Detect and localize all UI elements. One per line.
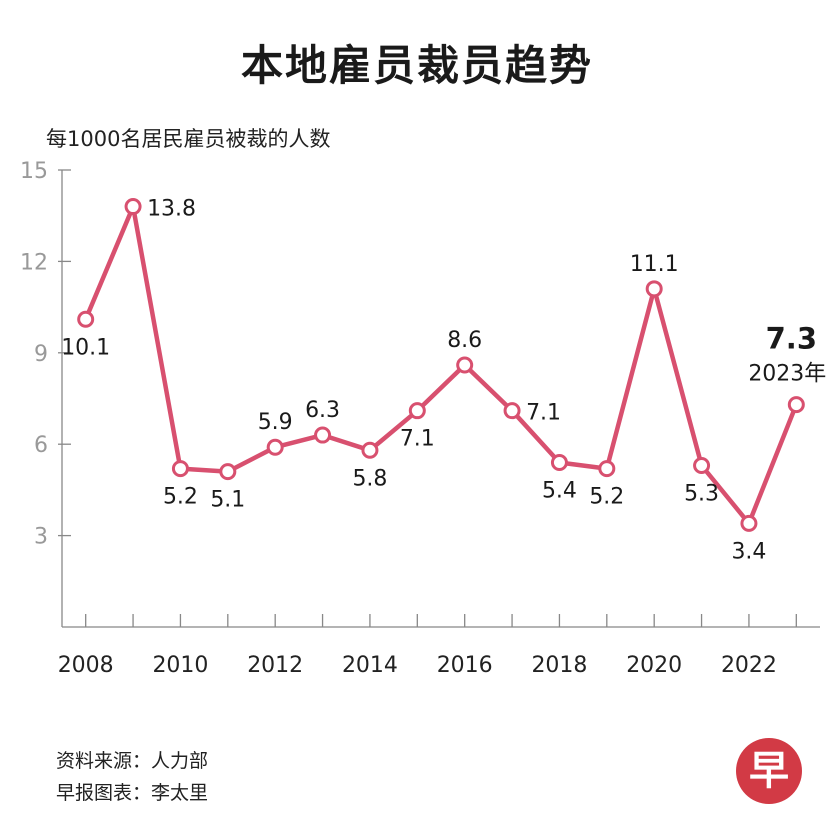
data-label: 5.8 [352,466,387,491]
data-point [456,356,474,374]
data-label: 5.2 [589,485,624,510]
data-point [266,438,284,456]
data-label: 6.3 [305,398,340,423]
data-point [598,460,616,478]
data-label: 11.1 [630,252,679,277]
data-label: 8.6 [447,328,482,353]
x-tick-label: 2008 [58,653,114,678]
data-point [171,460,189,478]
data-point [645,280,663,298]
data-label: 3.4 [731,539,766,564]
data-point [219,463,237,481]
graphic-credit: 早报图表：李太里 [56,782,209,804]
data-point [361,441,379,459]
data-label: 5.1 [210,488,245,513]
y-tick-label: 9 [34,342,48,367]
chart-title: 本地雇员裁员趋势 [240,41,593,90]
data-point [124,198,142,216]
data-point [693,457,711,475]
y-tick-label: 12 [20,250,48,275]
series-line [83,204,799,526]
x-tick-label: 2012 [247,653,303,678]
x-tick-label: 2020 [626,653,682,678]
highlight-year-label: 2023年 [748,362,826,387]
y-tick-label: 15 [20,159,48,184]
source-credit: 资料来源：人力部 [56,750,209,772]
x-tick-label: 2018 [531,653,587,678]
data-point [550,453,568,471]
x-tick-label: 2010 [152,653,208,678]
data-label: 10.1 [61,335,110,360]
data-point [408,402,426,420]
zaobao-logo: 早 [736,738,802,804]
data-point [503,402,521,420]
y-tick-label: 3 [34,525,48,550]
data-label: 5.2 [163,485,198,510]
data-label: 5.4 [542,478,577,503]
x-tick-label: 2016 [437,653,493,678]
data-label: 5.3 [684,482,719,507]
highlight-value: 7.3 [766,322,817,356]
data-label: 7.1 [400,427,435,452]
x-tick-label: 2014 [342,653,398,678]
data-label: 5.9 [258,410,293,435]
data-point [740,514,758,532]
y-tick-label: 6 [34,433,48,458]
y-axis-label: 每1000名居民雇员被裁的人数 [46,127,330,151]
data-point [77,310,95,328]
data-label: 13.8 [147,197,196,222]
data-point [787,396,805,414]
data-point [314,426,332,444]
data-label: 7.1 [526,401,561,426]
x-tick-label: 2022 [721,653,777,678]
